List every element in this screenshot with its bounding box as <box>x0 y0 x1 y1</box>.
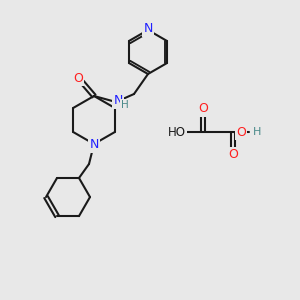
Text: N: N <box>143 22 153 35</box>
Text: O: O <box>228 148 238 161</box>
Text: O: O <box>198 103 208 116</box>
Text: O: O <box>236 125 246 139</box>
Text: O: O <box>73 71 83 85</box>
Text: N: N <box>113 94 123 107</box>
Text: N: N <box>89 139 99 152</box>
Text: HO: HO <box>168 125 186 139</box>
Text: H: H <box>121 100 129 110</box>
Text: H: H <box>253 127 261 137</box>
